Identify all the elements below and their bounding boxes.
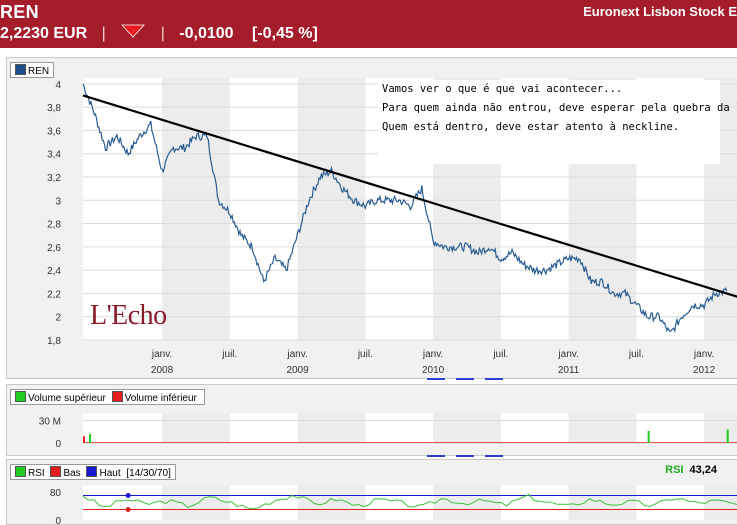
annotation-line: Para quem ainda não entrou, deve esperar… (382, 102, 737, 114)
rsi-params: [14/30/70] (126, 468, 171, 479)
stock-symbol: REN (0, 2, 39, 22)
watermark-logo: L'Echo (90, 300, 182, 338)
legend-label: Haut (99, 468, 121, 479)
price-series-line (82, 83, 728, 334)
quote-row: 2,2230 EUR | | -0,0100 [-0,45 %] (0, 24, 318, 43)
y-tick-label: 4 (55, 80, 61, 91)
y-tick-label: 2,2 (47, 289, 61, 300)
y-tick-label: 2,8 (47, 220, 61, 231)
x-year-label: 2010 (422, 365, 445, 376)
legend-swatch (111, 391, 123, 402)
price-legend[interactable]: REN (10, 62, 55, 78)
time-band (162, 485, 230, 520)
y-tick-label: 3,4 (47, 150, 61, 161)
y-tick-label: 2 (55, 313, 61, 324)
time-band (433, 413, 501, 443)
y-tick-label: 3,8 (47, 103, 61, 114)
x-tick-label: juil. (357, 349, 373, 360)
market-name: Euronext Lisbon Stock E (583, 4, 737, 19)
x-tick-label: janv. (693, 349, 714, 360)
rsi-chart[interactable]: 80 0 (7, 460, 737, 524)
last-price: 2,2230 EUR (0, 24, 88, 42)
annotation-line: Vamos ver o que é que vai acontecer... (382, 83, 623, 95)
y-tick-label: 2,4 (47, 266, 61, 277)
time-band (704, 413, 737, 443)
x-year-label: 2009 (286, 365, 309, 376)
down-arrow-icon (120, 24, 146, 43)
y-tick-label: 3 (55, 196, 61, 207)
volume-bar (83, 436, 85, 443)
y-tick-label: 1,8 (47, 336, 61, 347)
time-band (162, 78, 230, 340)
time-band (704, 485, 737, 520)
rsi-legend[interactable]: RSI Bas Haut [14/30/70] (10, 464, 176, 480)
rsi-low-marker (125, 507, 131, 512)
y-tick-label: 0 (55, 439, 61, 450)
time-band (568, 485, 637, 520)
x-year-label: 2011 (558, 365, 580, 376)
rsi-current: RSI 43,24 (665, 464, 717, 476)
time-band (162, 413, 230, 443)
legend-label: Bas (63, 468, 81, 479)
svg-text:L'Echo: L'Echo (90, 300, 167, 330)
time-band (297, 413, 366, 443)
x-year-label: 2008 (151, 365, 174, 376)
scroll-marker[interactable] (485, 455, 503, 457)
x-tick-label: janv. (557, 349, 578, 360)
volume-bar (89, 434, 91, 443)
scroll-marker[interactable] (456, 378, 474, 380)
time-band (568, 413, 637, 443)
volume-baseline (83, 442, 737, 443)
rsi-series-line (82, 493, 737, 510)
volume-bar (726, 429, 729, 443)
legend-swatch (15, 466, 26, 477)
scroll-marker[interactable] (427, 378, 445, 380)
trendline (82, 94, 737, 298)
time-band (297, 485, 366, 520)
x-tick-label: janv. (286, 349, 307, 360)
rsi-value-label: RSI (665, 464, 684, 476)
legend-swatch (86, 466, 98, 477)
legend-swatch (50, 466, 62, 477)
volume-chart[interactable]: 30 M 0 (7, 385, 737, 455)
legend-label: Volume inférieur (124, 393, 197, 404)
x-tick-label: janv. (422, 349, 443, 360)
annotation-line: Quem está dentro, deve estar atento à ne… (382, 121, 680, 133)
scroll-marker[interactable] (427, 455, 445, 457)
quote-header: REN Euronext Lisbon Stock E 2,2230 EUR |… (0, 0, 737, 48)
y-tick-label: 3,6 (47, 126, 61, 137)
time-band (297, 78, 366, 340)
rsi-high-marker (125, 493, 131, 498)
y-tick-label: 30 M (39, 417, 61, 428)
legend-label: RSI (28, 468, 45, 479)
annotation-box: Vamos ver o que é que vai acontecer... P… (378, 80, 737, 164)
volume-bar (647, 431, 650, 443)
scroll-marker[interactable] (485, 378, 503, 380)
y-tick-label: 2,6 (47, 243, 61, 254)
legend-label: Volume supérieur (28, 393, 106, 404)
legend-swatch (15, 391, 26, 402)
volume-legend[interactable]: Volume supérieur Volume inférieur (10, 389, 205, 405)
rsi-value: 43,24 (689, 464, 717, 476)
y-tick-label: 0 (55, 516, 61, 524)
time-band (433, 485, 501, 520)
legend-label: REN (28, 66, 50, 77)
legend-swatch (15, 64, 26, 75)
y-tick-label: 3,2 (47, 173, 61, 184)
x-tick-label: juil. (628, 349, 644, 360)
separator: | (160, 24, 165, 42)
price-change: -0,0100 (179, 24, 234, 42)
y-tick-label: 80 (50, 488, 62, 499)
x-tick-label: juil. (492, 349, 508, 360)
price-change-percent: [-0,45 %] (252, 24, 318, 42)
x-year-label: 2012 (693, 365, 716, 376)
separator: | (101, 24, 106, 42)
scroll-marker[interactable] (456, 455, 474, 457)
x-tick-label: janv. (151, 349, 172, 360)
x-tick-label: juil. (221, 349, 237, 360)
